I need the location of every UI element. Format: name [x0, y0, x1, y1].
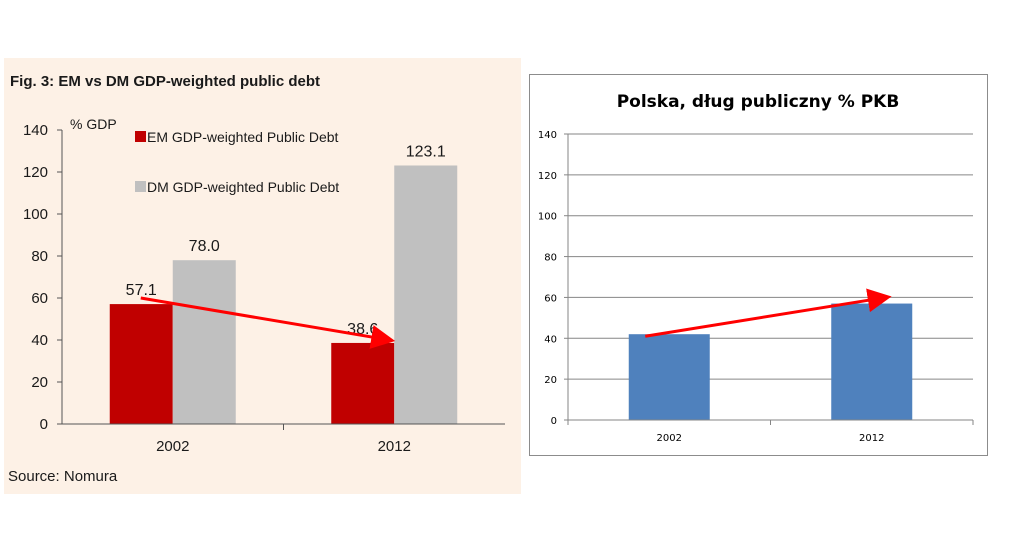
- legend-em-label: EM GDP-weighted Public Debt: [147, 129, 339, 145]
- right-x-category-label: 2012: [859, 433, 884, 444]
- left-bar: [331, 342, 395, 424]
- right-x-category-label: 2002: [657, 433, 682, 444]
- right-y-tick-label: 60: [544, 293, 557, 304]
- left-y-tick-label: 100: [23, 206, 48, 223]
- left-y-tick-label: 140: [23, 122, 48, 139]
- left-chart-title: Fig. 3: EM vs DM GDP-weighted public deb…: [10, 73, 320, 90]
- legend-dm-swatch: [135, 181, 146, 192]
- left-bar-data-label: 123.1: [406, 143, 446, 160]
- left-y-tick-label: 20: [31, 374, 48, 391]
- left-x-category-label: 2012: [378, 438, 411, 455]
- right-bar: [628, 334, 710, 420]
- left-y-tick-label: 60: [31, 290, 48, 307]
- right-y-tick-label: 40: [544, 334, 557, 345]
- right-y-tick-label: 80: [544, 253, 557, 264]
- right-trend-arrow: [645, 288, 892, 338]
- left-x-category-label: 2002: [156, 438, 189, 455]
- left-bar: [109, 304, 173, 424]
- left-y-tick-label: 80: [31, 248, 48, 265]
- right-bar: [831, 303, 913, 420]
- source-note: Source: Nomura: [8, 468, 118, 485]
- left-y-axis-label: % GDP: [70, 116, 117, 132]
- right-y-tick-label: 20: [544, 375, 557, 386]
- left-y-tick-label: 0: [40, 416, 48, 433]
- left-bar: [172, 260, 236, 424]
- right-y-tick-label: 120: [538, 171, 557, 182]
- left-bar-data-label: 78.0: [189, 238, 220, 255]
- left-bar-data-label: 57.1: [126, 282, 157, 299]
- right-y-tick-label: 100: [538, 212, 557, 223]
- right-y-tick-label: 140: [538, 130, 557, 141]
- right-chart-title: Polska, dług publiczny % PKB: [617, 92, 900, 112]
- left-legend: EM GDP-weighted Public Debt DM GDP-weigh…: [135, 129, 339, 195]
- right-y-tick-label: 0: [551, 416, 557, 427]
- legend-dm-label: DM GDP-weighted Public Debt: [147, 179, 339, 195]
- left-trend-arrow: [140, 296, 396, 349]
- left-y-tick-label: 120: [23, 164, 48, 181]
- left-y-tick-label: 40: [31, 332, 48, 349]
- left-bar: [394, 165, 458, 425]
- legend-em-swatch: [135, 131, 146, 142]
